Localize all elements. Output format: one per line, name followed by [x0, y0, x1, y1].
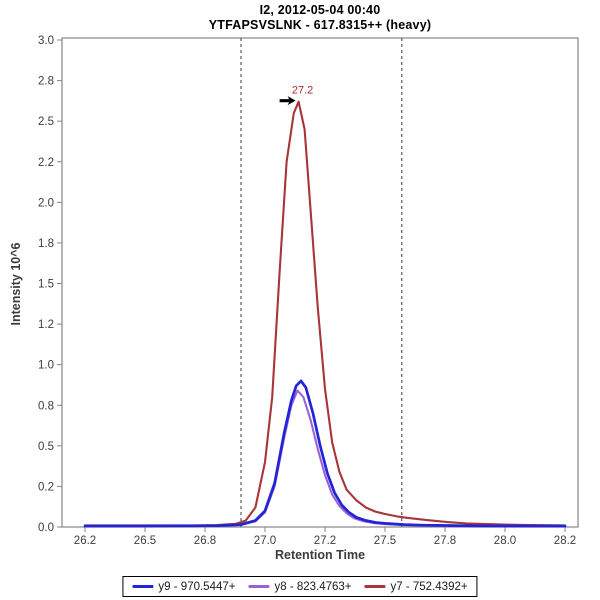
legend-line-swatch-y8: [248, 585, 270, 588]
chromatogram-curve-y9[interactable]: [83, 379, 567, 528]
legend-label-y7: y7 - 752.4392+: [390, 580, 468, 593]
legend-item-y8: y8 - 823.4763+: [248, 580, 352, 593]
y-tick-label: 1.8: [38, 238, 54, 250]
y-tick-label: 1.2: [38, 319, 54, 331]
legend-line-swatch-y9: [132, 585, 154, 588]
x-tick-label: 27.0: [254, 535, 276, 547]
legend-line-swatch-y7: [364, 585, 386, 588]
chromatogram-curve-y7[interactable]: [83, 100, 567, 527]
x-tick-label: 26.5: [134, 535, 156, 547]
x-tick-label: 27.8: [434, 535, 456, 547]
peak-id-arrow-icon: [279, 96, 296, 106]
legend-label-y9: y9 - 970.5447+: [158, 580, 236, 593]
peak-rt-annotation[interactable]: 27.2: [292, 85, 313, 97]
legend-item-y9: y9 - 970.5447+: [132, 581, 235, 593]
x-tick-label: 28.2: [554, 535, 576, 547]
x-tick-label: 27.2: [314, 535, 336, 547]
y-tick-label: 0.2: [38, 481, 54, 493]
y-tick-label: 2.2: [38, 157, 54, 169]
y-tick-label: 2.0: [38, 197, 54, 209]
y-tick-label: 0.5: [38, 441, 54, 453]
x-tick-label: 26.2: [74, 535, 96, 547]
y-tick-label: 2.5: [38, 116, 54, 128]
y-axis-title: Intensity 10^6: [9, 242, 23, 326]
y-tick-label: 0.0: [38, 522, 54, 534]
chart-title: I2, 2012-05-04 00:40: [259, 3, 381, 17]
y-tick-label: 3.0: [38, 35, 54, 47]
x-axis-title: Retention Time: [274, 548, 366, 562]
y-tick-label: 1.0: [38, 360, 54, 372]
legend-label-y8: y8 - 823.4763+: [274, 580, 352, 593]
x-tick-label: 26.8: [194, 535, 216, 547]
y-tick-label: 2.8: [38, 76, 54, 88]
legend-item-y7: y7 - 752.4392+: [364, 580, 468, 593]
x-tick-label: 28.0: [494, 535, 516, 547]
chart-subtitle: YTFAPSVSLNK - 617.8315++ (heavy): [208, 18, 432, 32]
y-tick-label: 0.8: [38, 400, 54, 412]
x-tick-label: 27.5: [374, 535, 396, 547]
y-tick-label: 1.5: [38, 279, 54, 291]
plot-area[interactable]: 26.2 26.5 26.8 27.0 27.2 27.5 27.8 28.0 28.2 0.0 0…: [0, 0, 600, 575]
legend: y9 - 970.5447+ y8 - 823.4763+ y7 - 752.4…: [122, 576, 478, 597]
